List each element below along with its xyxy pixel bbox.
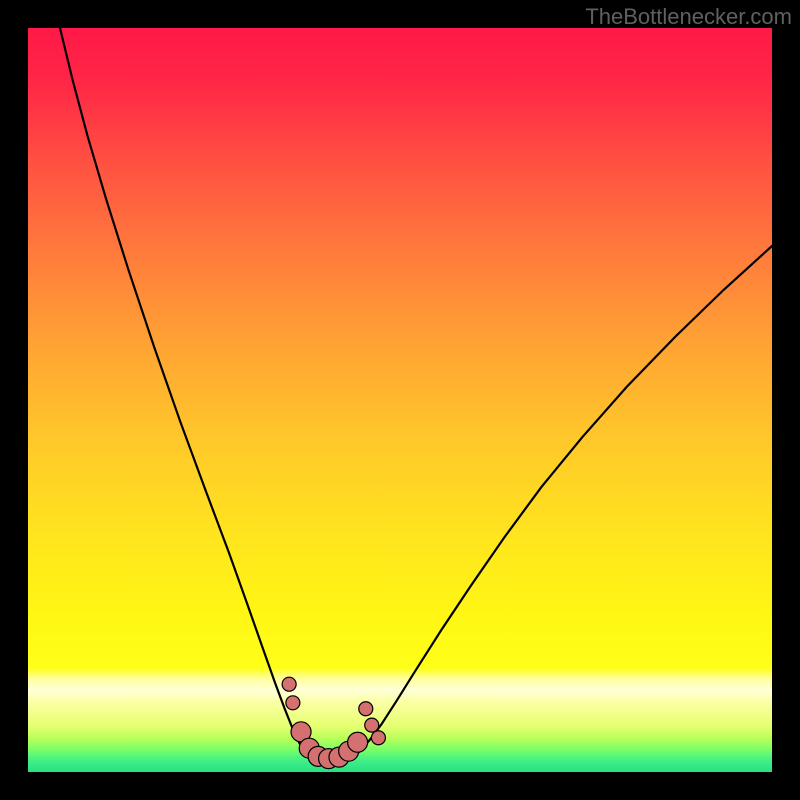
marker-dot (359, 702, 373, 716)
marker-dot (371, 731, 385, 745)
chart-canvas (28, 28, 772, 772)
marker-dot (365, 718, 379, 732)
marker-dot (348, 732, 368, 752)
marker-dot (282, 677, 296, 691)
marker-dot (286, 696, 300, 710)
gradient-background (28, 28, 772, 772)
watermark-label: TheBottlenecker.com (585, 4, 792, 30)
